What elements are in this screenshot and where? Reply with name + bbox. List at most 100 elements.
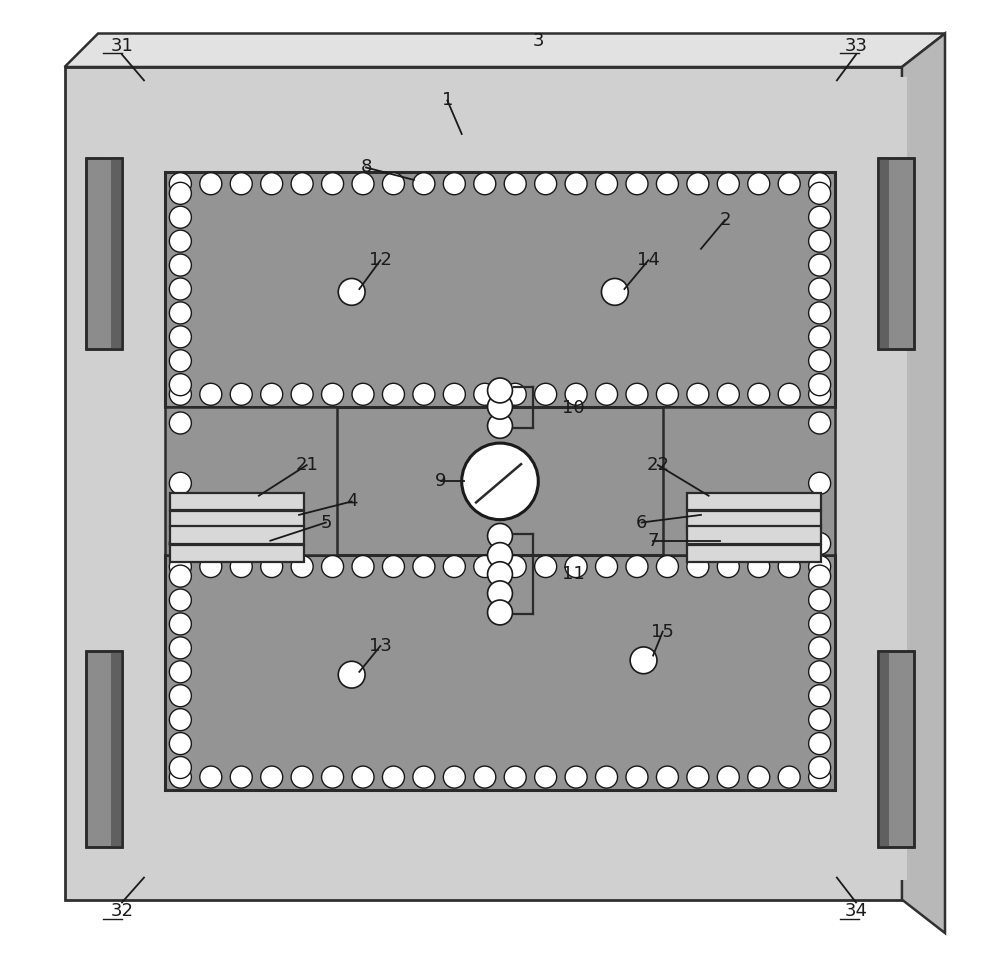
- Circle shape: [261, 766, 283, 789]
- Circle shape: [352, 383, 374, 405]
- Circle shape: [200, 383, 222, 405]
- Circle shape: [169, 182, 191, 204]
- Circle shape: [200, 172, 222, 194]
- Text: 4: 4: [346, 493, 357, 510]
- Circle shape: [488, 600, 512, 625]
- Circle shape: [443, 555, 465, 578]
- Circle shape: [352, 555, 374, 578]
- Text: 9: 9: [435, 473, 446, 490]
- Circle shape: [352, 766, 374, 789]
- Circle shape: [474, 555, 496, 578]
- Bar: [165, 555, 835, 790]
- Text: 34: 34: [845, 902, 868, 920]
- Circle shape: [809, 685, 831, 706]
- Circle shape: [809, 383, 831, 405]
- Circle shape: [169, 532, 191, 554]
- Circle shape: [488, 413, 512, 438]
- Circle shape: [443, 766, 465, 789]
- Circle shape: [565, 766, 587, 789]
- Circle shape: [656, 172, 678, 194]
- Circle shape: [626, 383, 648, 405]
- Circle shape: [169, 254, 191, 276]
- Text: 22: 22: [646, 456, 669, 474]
- Circle shape: [809, 565, 831, 587]
- Text: 32: 32: [110, 902, 133, 920]
- Circle shape: [778, 383, 800, 405]
- Polygon shape: [65, 33, 945, 67]
- Circle shape: [626, 555, 648, 578]
- Circle shape: [809, 230, 831, 252]
- Circle shape: [488, 523, 512, 548]
- Circle shape: [230, 383, 252, 405]
- Circle shape: [338, 278, 365, 305]
- Circle shape: [382, 383, 404, 405]
- Bar: [86, 651, 122, 847]
- Circle shape: [809, 637, 831, 658]
- Circle shape: [169, 733, 191, 754]
- Bar: [170, 493, 304, 510]
- Circle shape: [687, 383, 709, 405]
- Circle shape: [261, 172, 283, 194]
- Circle shape: [474, 766, 496, 789]
- Circle shape: [687, 172, 709, 194]
- Circle shape: [169, 766, 191, 789]
- Text: 21: 21: [295, 456, 318, 474]
- Circle shape: [261, 555, 283, 578]
- Text: 10: 10: [562, 399, 585, 416]
- Text: 12: 12: [369, 252, 392, 269]
- Text: 2: 2: [719, 211, 731, 229]
- Circle shape: [230, 766, 252, 789]
- Circle shape: [169, 660, 191, 682]
- Circle shape: [322, 172, 344, 194]
- Text: 15: 15: [651, 623, 674, 640]
- Bar: [111, 158, 122, 349]
- Bar: [878, 651, 914, 847]
- Circle shape: [809, 472, 831, 494]
- Circle shape: [809, 325, 831, 347]
- Circle shape: [596, 766, 618, 789]
- Circle shape: [778, 766, 800, 789]
- Bar: [65, 67, 902, 900]
- Circle shape: [169, 207, 191, 228]
- Circle shape: [809, 555, 831, 578]
- Circle shape: [809, 349, 831, 371]
- Circle shape: [565, 383, 587, 405]
- Circle shape: [322, 383, 344, 405]
- Bar: [687, 526, 821, 544]
- Circle shape: [504, 766, 526, 789]
- Circle shape: [169, 278, 191, 300]
- Circle shape: [809, 374, 831, 396]
- Circle shape: [413, 555, 435, 578]
- Bar: [165, 407, 337, 555]
- Text: 8: 8: [360, 159, 372, 176]
- Circle shape: [322, 555, 344, 578]
- Circle shape: [809, 412, 831, 434]
- Circle shape: [596, 383, 618, 405]
- Circle shape: [656, 555, 678, 578]
- Circle shape: [169, 612, 191, 634]
- Circle shape: [474, 172, 496, 194]
- Circle shape: [169, 708, 191, 731]
- Circle shape: [809, 254, 831, 276]
- Circle shape: [809, 660, 831, 682]
- Bar: [687, 493, 821, 510]
- Circle shape: [413, 766, 435, 789]
- Circle shape: [291, 766, 313, 789]
- Circle shape: [535, 766, 557, 789]
- Text: 5: 5: [320, 514, 332, 531]
- Circle shape: [169, 589, 191, 611]
- Circle shape: [462, 443, 538, 520]
- Circle shape: [778, 555, 800, 578]
- Circle shape: [596, 555, 618, 578]
- Circle shape: [504, 172, 526, 194]
- Circle shape: [382, 172, 404, 194]
- Polygon shape: [902, 33, 945, 933]
- Circle shape: [565, 172, 587, 194]
- Bar: [878, 651, 889, 847]
- Circle shape: [596, 172, 618, 194]
- Bar: [878, 651, 914, 847]
- Circle shape: [809, 182, 831, 204]
- Circle shape: [382, 555, 404, 578]
- Text: 33: 33: [845, 37, 868, 55]
- Circle shape: [169, 637, 191, 658]
